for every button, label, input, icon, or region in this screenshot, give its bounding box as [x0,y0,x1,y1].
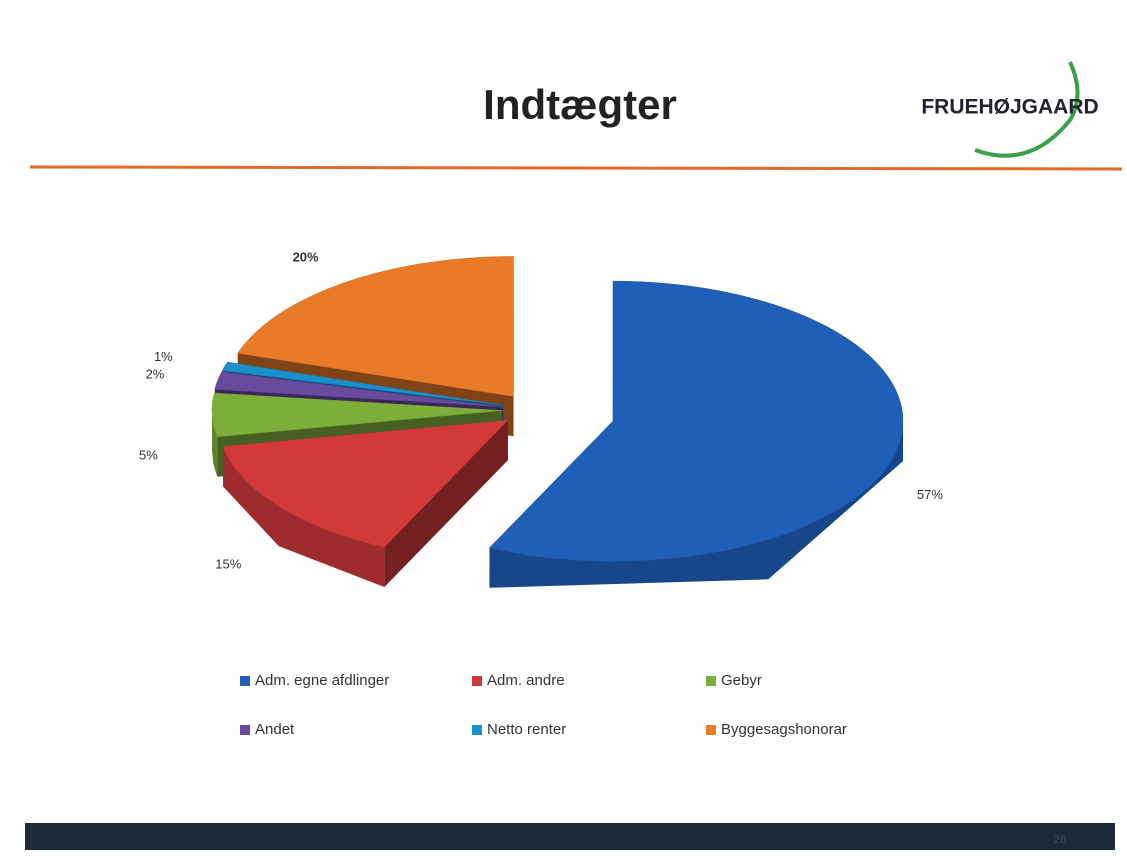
slice [222,419,509,548]
legend-label: Adm. andre [487,672,565,689]
legend-swatch [706,725,716,735]
slice [214,371,503,408]
data-label: 20% [293,250,319,265]
legend-swatch [706,676,716,686]
slice-side [212,410,218,477]
legend-swatch [472,725,482,735]
data-label: 2% [146,366,165,381]
legend-label: Byggesagshonorar [721,721,847,738]
slice [237,256,514,397]
legend-label: Gebyr [721,672,762,689]
slice-side [223,446,385,587]
logo-swoosh [974,61,1080,158]
slice-side [489,421,903,588]
header-rule [29,165,1123,171]
legend-label: Netto renter [487,721,566,738]
slide-title: Indtægter [483,81,677,128]
legend-label: Adm. egne afdlinger [255,672,389,689]
data-label: 15% [215,556,241,571]
legend-swatch [240,676,250,686]
data-label: 57% [917,487,943,502]
legend: Adm. egne afdlinger Adm. andre Gebyr Andet N… [240,672,847,738]
legend-swatch [240,725,250,735]
logo-text: FRUEHØJGAARD [921,96,1098,119]
footer-bar [25,823,1115,850]
slice [211,392,503,438]
legend-label: Andet [255,721,295,738]
data-label: 5% [139,447,158,462]
slice [221,361,504,406]
page-number: 26 [1054,834,1066,846]
legend-swatch [472,676,482,686]
slice [489,280,904,562]
data-label: 1% [154,349,173,364]
pie-chart: 57% 15% 5% 2% 1% 20% [139,250,943,588]
